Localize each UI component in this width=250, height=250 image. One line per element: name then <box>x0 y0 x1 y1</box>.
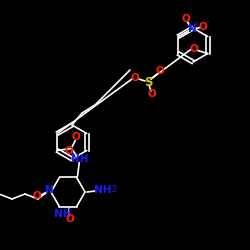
Text: 2: 2 <box>112 186 116 194</box>
Text: O: O <box>148 89 156 99</box>
Text: O: O <box>66 214 74 224</box>
Text: N: N <box>44 185 54 195</box>
Text: -: - <box>207 18 210 24</box>
Text: S: S <box>144 76 152 88</box>
Text: O: O <box>189 44 198 54</box>
Text: NH: NH <box>54 209 71 219</box>
Text: O: O <box>199 22 208 32</box>
Text: NH: NH <box>70 154 88 164</box>
Text: +: + <box>194 21 199 26</box>
Text: O: O <box>32 191 42 201</box>
Text: O: O <box>65 146 74 156</box>
Text: O: O <box>156 66 164 76</box>
Text: O: O <box>72 132 81 142</box>
Text: N: N <box>188 24 197 34</box>
Text: O: O <box>130 73 140 83</box>
Text: O: O <box>182 14 191 24</box>
Text: NH: NH <box>94 185 112 195</box>
